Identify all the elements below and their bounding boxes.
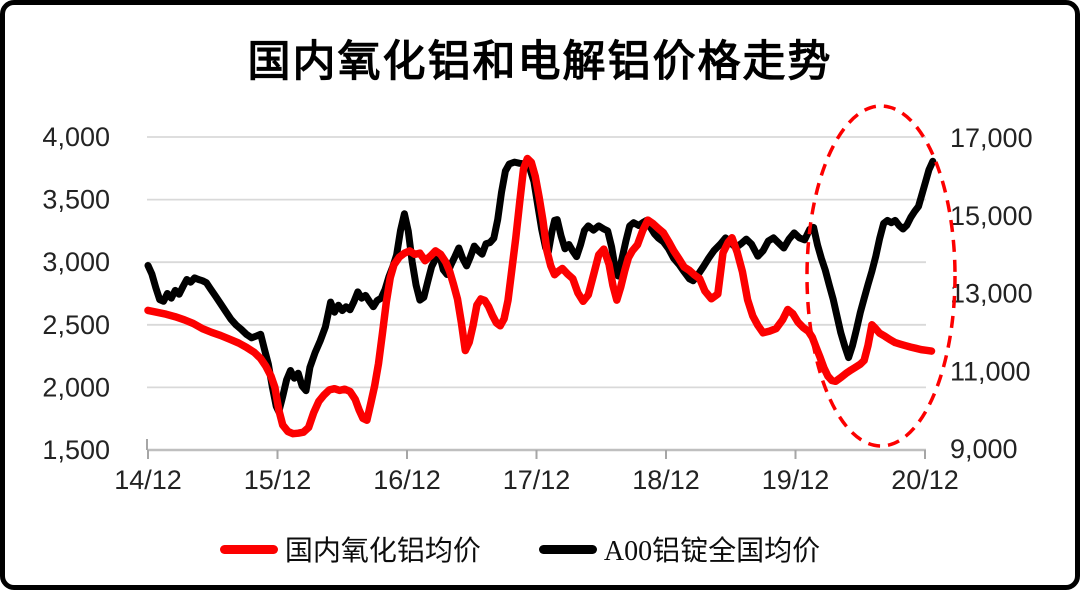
x-axis-label: 16/12 <box>373 465 441 495</box>
alumina-legend-swatch-icon <box>219 544 278 554</box>
highlight-ellipse-annotation <box>805 104 957 448</box>
legend-item-alumina: 国内氧化铝均价 <box>219 529 481 569</box>
chart-legend: 国内氧化铝均价 A00铝锭全国均价 <box>5 529 1055 569</box>
y-axis-label-left: 1,500 <box>42 435 110 465</box>
chart-title: 国内氧化铝和电解铝价格走势 <box>247 39 833 86</box>
y-axis-label-left: 2,000 <box>42 372 110 402</box>
y-axis-label-left: 4,000 <box>42 122 110 152</box>
x-axis-label: 19/12 <box>762 465 830 495</box>
price-trend-chart: 14/12 15/12 16/12 17/12 18/12 19/12 20/12 4,000… <box>42 104 1033 495</box>
x-axis-label: 20/12 <box>891 465 959 495</box>
x-axis-label: 17/12 <box>503 465 571 495</box>
legend-item-aluminum-ingot: A00铝锭全国均价 <box>538 529 821 569</box>
y-axis-label-left: 2,500 <box>42 310 110 340</box>
y-axis-label-left: 3,500 <box>42 185 110 215</box>
x-axis-label: 18/12 <box>632 465 700 495</box>
y-axis-label-right: 13,000 <box>950 279 1033 309</box>
y-axis-label-right: 17,000 <box>950 123 1033 153</box>
x-axis-label: 15/12 <box>244 465 312 495</box>
y-axis-label-right: 11,000 <box>950 356 1031 386</box>
alumina-avg-price-line <box>144 154 936 438</box>
alumina-legend-label: 国内氧化铝均价 <box>284 536 481 567</box>
aluminum-ingot-legend-swatch-icon <box>538 544 597 554</box>
y-axis-label-right: 9,000 <box>950 434 1018 464</box>
x-axis-label: 14/12 <box>114 465 182 495</box>
y-axis-label-right: 15,000 <box>950 201 1033 231</box>
y-axis-label-left: 3,000 <box>42 247 110 277</box>
aluminum-ingot-legend-label: A00铝锭全国均价 <box>603 536 821 567</box>
